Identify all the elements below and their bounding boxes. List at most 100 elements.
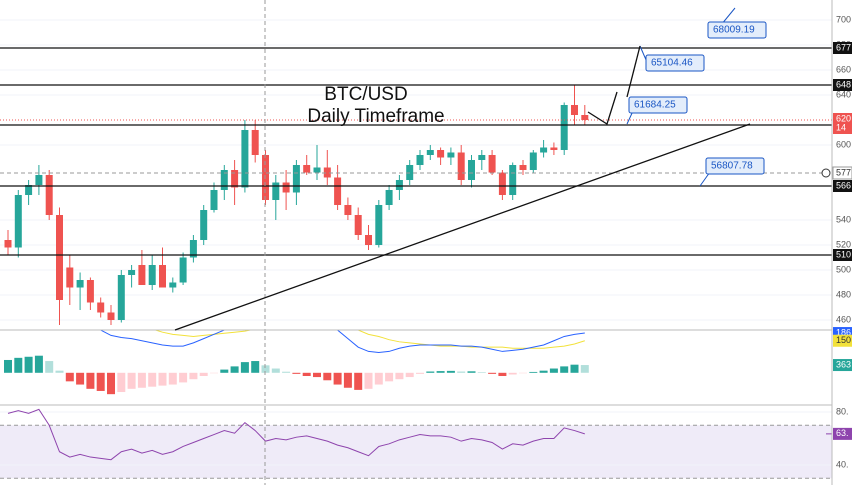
level-label-box — [833, 180, 852, 192]
candle-body — [117, 275, 125, 320]
candle-body — [66, 267, 74, 288]
macd-bar — [168, 372, 177, 385]
candle-body — [529, 152, 537, 170]
macd-bar — [467, 371, 476, 373]
macd-bar — [457, 371, 466, 373]
macd-bar — [240, 362, 249, 373]
level-label: 566 — [836, 180, 851, 190]
marker-label-box — [832, 166, 852, 180]
candle-body — [313, 167, 321, 173]
candle-body — [148, 265, 156, 285]
rsi-pane — [0, 408, 832, 479]
candle-body — [488, 155, 496, 173]
macd-bar — [189, 372, 198, 380]
candle-body — [550, 147, 558, 150]
macd-bar — [251, 361, 260, 373]
rsi-tick-label: 40. — [836, 459, 849, 469]
macd-pane — [4, 330, 589, 395]
candle-body — [128, 270, 136, 275]
y-tick-label: 480 — [836, 289, 851, 299]
countdown: 14 — [836, 122, 846, 132]
y-tick-label: 660 — [836, 64, 851, 74]
candle-body — [292, 165, 300, 193]
candle-body — [437, 150, 445, 158]
macd-bar — [117, 372, 126, 393]
macd-bar — [488, 372, 497, 374]
macd-value-label: 363 — [836, 359, 851, 369]
last-price-label: 620 — [836, 113, 851, 123]
macd-bar — [333, 372, 342, 385]
macd-bar — [292, 372, 301, 374]
macd-bar — [405, 372, 414, 378]
candle-body — [272, 182, 280, 200]
level-label-box — [833, 249, 852, 261]
y-tick-label: 700 — [836, 14, 851, 24]
macd-bar — [45, 361, 54, 373]
candle-body — [498, 172, 506, 195]
macd-value-label: 186 — [836, 327, 851, 337]
macd-bar — [107, 372, 115, 395]
macd-bar — [343, 372, 352, 388]
rsi-band — [0, 425, 832, 479]
candle-body — [210, 190, 218, 210]
macd-bar — [385, 372, 394, 382]
candle-body — [97, 302, 105, 313]
macd-bar — [374, 372, 383, 385]
level-label-box — [833, 42, 852, 54]
rsi-last-label: 63. — [836, 428, 849, 438]
candle-body — [86, 280, 94, 303]
macd-bar — [498, 372, 507, 377]
macd-bar — [199, 372, 208, 377]
candle-body — [395, 180, 403, 190]
candle-body — [200, 210, 208, 240]
candle-body — [56, 215, 63, 300]
candle-body — [107, 312, 115, 320]
macd-bar — [230, 366, 239, 373]
macd-bar — [446, 370, 455, 373]
candle-body — [241, 130, 249, 188]
macd-bar — [436, 371, 445, 373]
macd-bar — [4, 359, 12, 373]
candle-body — [76, 280, 84, 288]
chart-title: BTC/USD — [324, 84, 407, 105]
callout-text: 68009.19 — [713, 25, 755, 36]
macd-bar — [354, 372, 363, 390]
candle-body — [220, 170, 228, 190]
clock-icon — [821, 168, 831, 178]
candle-body — [571, 105, 578, 115]
level-label: 648 — [836, 79, 851, 89]
trend-line — [174, 123, 751, 331]
macd-bar — [302, 372, 311, 377]
last-price-box — [833, 113, 852, 134]
candle-body — [334, 177, 342, 205]
level-label-box — [833, 79, 852, 91]
macd-bar — [508, 372, 517, 375]
macd-bar — [179, 372, 188, 383]
y-tick-label: 500 — [836, 264, 851, 274]
candle-body — [509, 165, 517, 195]
level-label: 510 — [836, 249, 851, 259]
candle-body — [478, 155, 486, 160]
rsi-last-label-box — [833, 427, 852, 440]
zigzag — [626, 45, 641, 98]
macd-bar — [34, 355, 43, 373]
macd-bar — [86, 372, 95, 389]
candle-body — [560, 105, 568, 150]
level-label: 677 — [836, 42, 851, 52]
y-tick-label: 600 — [836, 139, 851, 149]
macd-bar — [137, 372, 146, 388]
macd-bar — [261, 365, 270, 373]
macd-bar — [416, 372, 424, 374]
macd-bar — [570, 364, 579, 373]
candle-body — [426, 150, 434, 155]
macd-bar — [158, 372, 167, 386]
candle-body — [416, 155, 424, 165]
macd-bar — [529, 371, 538, 373]
macd-bar — [65, 372, 74, 382]
candle-body — [45, 175, 53, 215]
macd-bar — [426, 371, 435, 373]
candle-body — [25, 185, 33, 195]
chart-subtitle: Daily Timeframe — [307, 106, 444, 127]
macd-value-label: 150 — [836, 335, 851, 345]
candle-body — [581, 115, 589, 120]
